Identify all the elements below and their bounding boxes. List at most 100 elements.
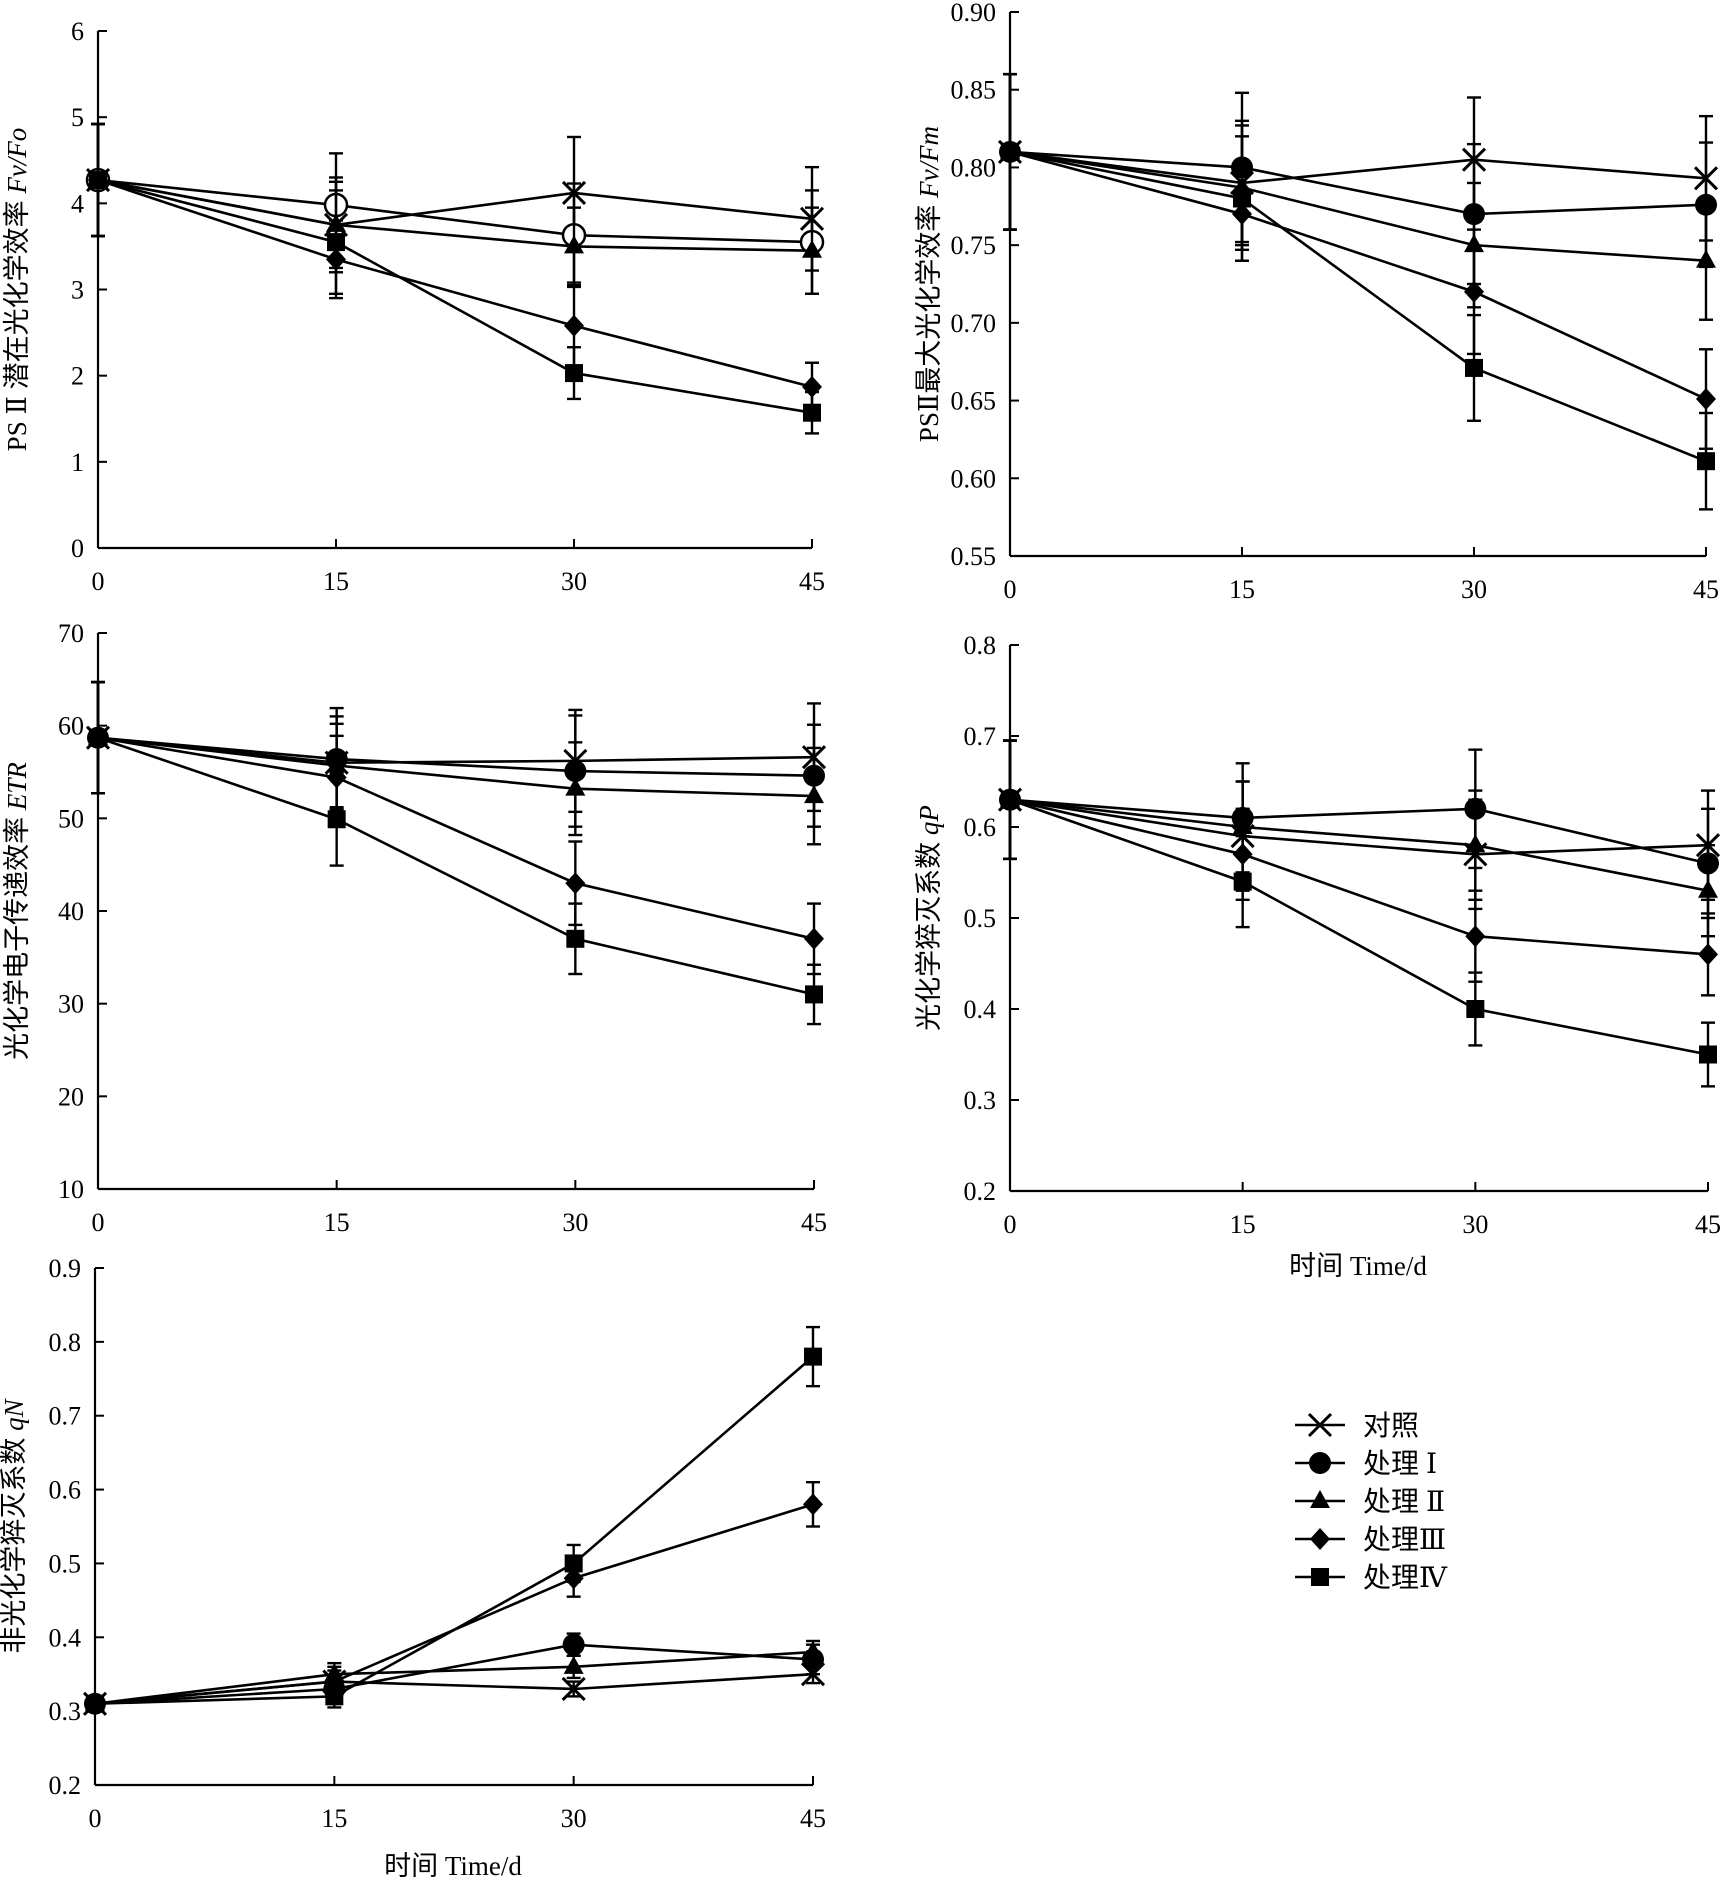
- series-t3: [88, 122, 822, 413]
- series-t4: [1001, 739, 1717, 1088]
- x-tick-label: 0: [1004, 575, 1017, 604]
- data-point: [1698, 943, 1718, 966]
- y-tick-label: 0.2: [49, 1771, 82, 1800]
- series-t3: [88, 680, 824, 976]
- legend-marker: [1309, 1452, 1331, 1474]
- data-point: [565, 364, 583, 383]
- y-tick-label: 0.4: [49, 1623, 82, 1652]
- legend-item-t1: 处理 Ⅰ: [1295, 1448, 1437, 1480]
- data-point: [563, 1655, 584, 1674]
- data-point: [803, 403, 821, 422]
- data-point: [1696, 249, 1716, 268]
- data-point: [802, 239, 822, 258]
- x-tick-label: 0: [92, 567, 105, 596]
- data-point: [804, 1347, 822, 1366]
- legend-label: 处理Ⅳ: [1363, 1562, 1448, 1594]
- series-line: [97, 736, 815, 765]
- data-point: [564, 235, 584, 254]
- legend-label: 处理Ⅲ: [1363, 1524, 1446, 1556]
- x-tick-label: 15: [1230, 1210, 1256, 1239]
- data-point: [1466, 1000, 1485, 1018]
- data-point: [562, 1633, 585, 1656]
- y-tick-label: 2: [71, 362, 84, 391]
- y-tick-label: 0.5: [964, 904, 997, 933]
- y-tick-label: 40: [58, 897, 84, 926]
- data-point: [565, 777, 586, 796]
- y-tick-label: 0.75: [951, 231, 997, 260]
- y-tick-label: 0.60: [951, 464, 997, 493]
- series-line: [1009, 798, 1709, 956]
- x-tick-label: 15: [324, 1208, 350, 1237]
- y-axis-label: 光化学电子传递效率 ETR: [2, 762, 32, 1060]
- y-tick-label: 0.85: [951, 76, 997, 105]
- y-tick-label: 70: [58, 619, 84, 648]
- series-line: [97, 736, 815, 778]
- x-tick-label: 45: [1693, 575, 1719, 604]
- series-line: [1009, 150, 1707, 185]
- y-tick-label: 0.65: [951, 387, 997, 416]
- data-point: [86, 1694, 104, 1713]
- y-tick-label: 0.9: [49, 1254, 82, 1283]
- y-tick-label: 5: [71, 103, 84, 132]
- data-point: [805, 985, 823, 1004]
- data-point: [1233, 189, 1251, 208]
- series-line: [1009, 150, 1707, 463]
- data-point: [565, 872, 586, 895]
- y-tick-label: 20: [58, 1082, 84, 1111]
- y-tick-label: 0.70: [951, 309, 997, 338]
- data-point: [327, 233, 345, 252]
- x-tick-label: 30: [562, 1208, 588, 1237]
- chart-qp: 0.2 0.3 0.4 0.5 0.6 0.7 0.8 0 15 30 45 光化学猝灭系数 qP 时间…: [914, 631, 1721, 1281]
- series-line: [94, 1643, 814, 1706]
- x-axis-label: 时间 Time/d: [1289, 1251, 1427, 1281]
- y-tick-label: 10: [58, 1175, 84, 1204]
- y-axis-label: PS Ⅱ 潜在光化学效率 Fv/Fo: [2, 128, 32, 452]
- y-tick-label: 3: [71, 276, 84, 305]
- series-t1: [84, 1632, 824, 1715]
- x-tick-label: 0: [1004, 1210, 1017, 1239]
- legend-label: 处理 Ⅰ: [1363, 1448, 1437, 1480]
- y-tick-label: 0.90: [951, 0, 997, 27]
- chart-qn: 0.2 0.3 0.4 0.5 0.6 0.7 0.8 0.9 0 15 30 45 非光化学猝灭系数 …: [0, 1254, 826, 1881]
- series-t3: [1000, 739, 1718, 997]
- y-tick-label: 0.8: [49, 1328, 82, 1357]
- chart-etr: 10 20 30 40 50 60 70 0 15 30 45 光化学电子传递效率 ETR: [2, 619, 827, 1237]
- data-point: [325, 1687, 344, 1706]
- series-line: [1009, 798, 1709, 892]
- series-ck: [997, 739, 1721, 911]
- legend-item-t2: 处理 Ⅱ: [1295, 1486, 1445, 1518]
- data-point: [1465, 358, 1483, 377]
- series-t2: [88, 680, 824, 846]
- y-tick-label: 0.3: [49, 1697, 82, 1726]
- series-line: [1009, 150, 1707, 262]
- data-point: [803, 1641, 823, 1660]
- y-tick-label: 0.8: [964, 631, 997, 660]
- series-line: [97, 178, 813, 244]
- series-line: [1009, 150, 1707, 401]
- legend-marker: [1307, 1412, 1333, 1438]
- y-tick-label: 60: [58, 712, 84, 741]
- x-tick-label: 30: [561, 567, 587, 596]
- legend-item-t3: 处理Ⅲ: [1295, 1524, 1446, 1556]
- y-axis-label: PSⅡ最大光化学效率 Fv/Fm: [914, 126, 944, 442]
- y-tick-label: 0.6: [964, 813, 997, 842]
- y-tick-label: 0.7: [49, 1402, 82, 1431]
- data-point: [804, 785, 824, 804]
- y-tick-label: 0.6: [49, 1476, 82, 1505]
- data-point: [1699, 1045, 1717, 1064]
- series-line: [1009, 798, 1709, 856]
- series-line: [1009, 798, 1709, 865]
- x-tick-label: 45: [801, 1208, 827, 1237]
- series-line: [94, 1650, 814, 1706]
- data-point: [803, 1493, 823, 1516]
- series-t2: [1000, 739, 1718, 938]
- y-tick-label: 0.7: [964, 722, 997, 751]
- y-tick-label: 0: [71, 534, 84, 563]
- data-point: [89, 171, 107, 190]
- data-point: [564, 314, 584, 337]
- data-point: [564, 1554, 583, 1573]
- legend-marker: [1310, 1528, 1330, 1550]
